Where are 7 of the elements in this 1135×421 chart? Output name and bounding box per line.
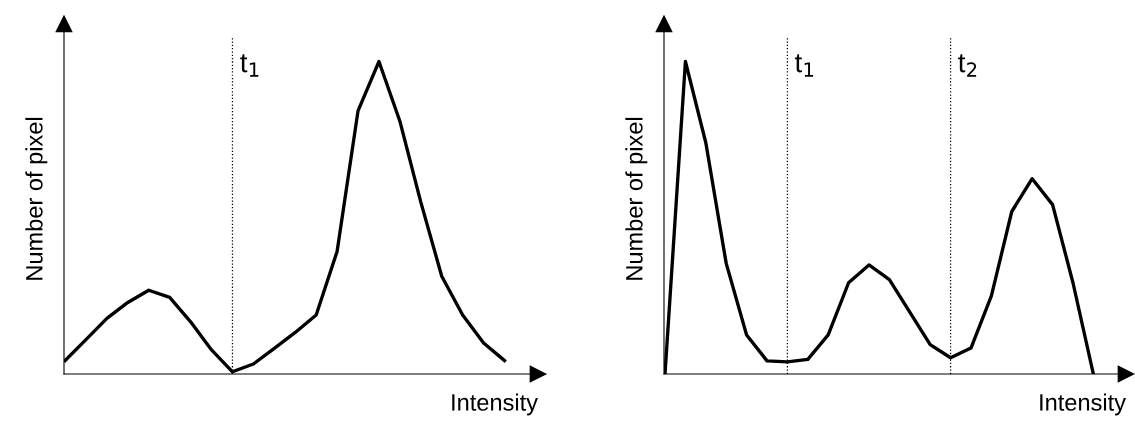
x-axis-title: Intensity (452, 393, 538, 416)
annotation: t$_{1}$ (794, 54, 814, 77)
y-axis-title: Number of pixel (25, 117, 48, 280)
annotation: t$_{2}$ (958, 54, 977, 77)
annotation: t$_{1}$ (240, 54, 259, 77)
y-axis-title: Number of pixel (625, 117, 648, 280)
x-axis-title: Intensity (1040, 393, 1126, 416)
